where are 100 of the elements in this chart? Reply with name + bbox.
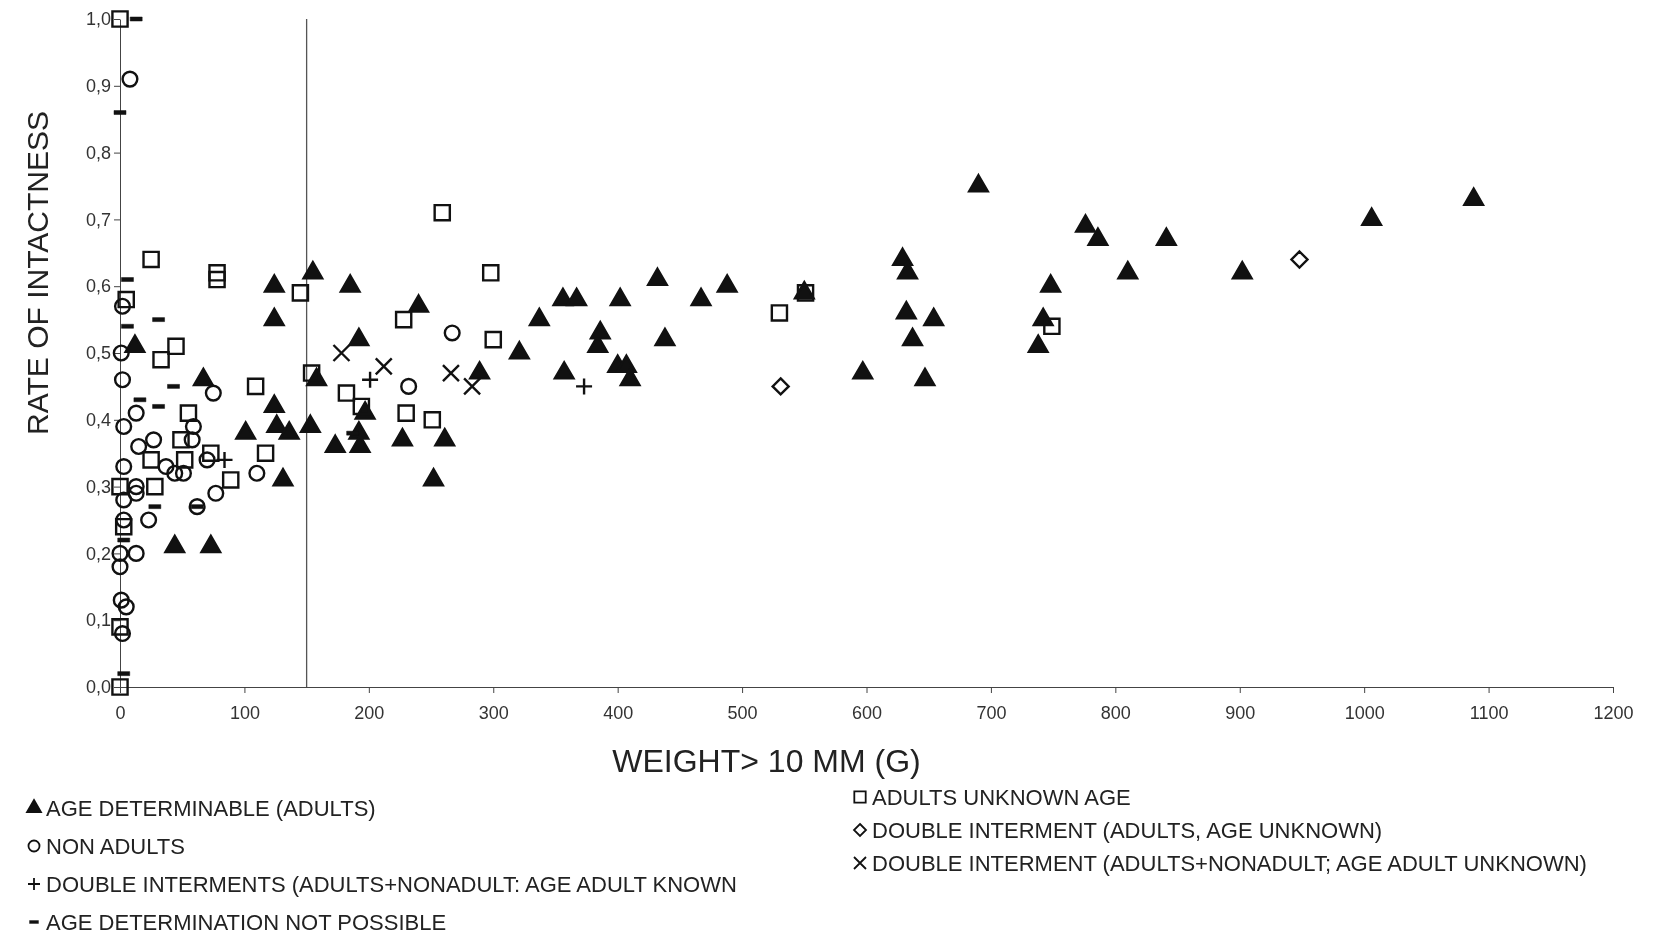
point	[348, 327, 370, 347]
legend-label: DOUBLE INTERMENT (ADULTS, AGE UNKNOWN)	[872, 817, 1383, 843]
point	[152, 350, 170, 369]
point	[115, 511, 133, 529]
point	[299, 414, 321, 434]
y-tick-label: 0,3	[85, 476, 111, 497]
x-tick-label: 1000	[1344, 703, 1385, 724]
point	[302, 364, 321, 382]
point	[192, 367, 214, 387]
point	[967, 174, 989, 193]
x-tick-label: 800	[1100, 703, 1131, 724]
point	[114, 517, 133, 536]
point	[1290, 250, 1309, 269]
point	[852, 361, 874, 380]
point	[115, 491, 133, 509]
point	[339, 274, 361, 293]
point	[1087, 227, 1109, 247]
point	[508, 341, 530, 360]
legend-label: AGE DETERMINATION NOT POSSIBLE	[46, 909, 447, 931]
legend-label: AGE DETERMINABLE (ADULTS)	[46, 795, 376, 821]
point	[484, 330, 503, 349]
point	[157, 458, 175, 476]
point	[690, 287, 712, 307]
y-tick-label: 0,8	[85, 142, 111, 163]
point	[462, 377, 482, 396]
x-tick-label: 200	[354, 703, 385, 724]
point	[113, 625, 132, 643]
point	[142, 451, 160, 469]
point	[770, 304, 789, 322]
point	[892, 247, 914, 267]
point	[117, 598, 135, 616]
point	[1074, 214, 1096, 233]
point	[902, 327, 924, 347]
point	[246, 377, 265, 396]
point	[263, 274, 285, 293]
y-tick-label: 0,6	[85, 276, 111, 297]
point	[469, 361, 491, 380]
point	[1231, 260, 1253, 280]
point	[248, 464, 266, 482]
point	[127, 404, 145, 422]
point	[263, 394, 285, 414]
point	[553, 361, 575, 380]
point	[914, 367, 936, 387]
point	[174, 464, 193, 482]
point	[115, 417, 133, 436]
point	[146, 477, 164, 496]
point	[175, 451, 194, 469]
y-tick-label: 0,9	[85, 76, 111, 97]
point	[771, 377, 790, 396]
point	[302, 260, 324, 280]
point	[263, 307, 285, 327]
x-tick-label: 500	[727, 703, 758, 724]
point	[360, 370, 380, 389]
point	[111, 618, 129, 636]
point	[324, 434, 346, 454]
point	[528, 307, 550, 327]
point	[112, 344, 130, 362]
point	[208, 264, 226, 282]
point	[117, 290, 135, 309]
x-tick-label: 1200	[1593, 703, 1634, 724]
point	[113, 297, 132, 315]
point	[566, 287, 588, 307]
point	[1027, 334, 1049, 353]
point	[337, 384, 356, 402]
point	[115, 458, 133, 476]
point	[443, 324, 461, 342]
point	[1463, 187, 1485, 206]
point	[433, 203, 452, 222]
point	[574, 377, 594, 396]
point	[183, 431, 201, 449]
point	[266, 414, 288, 434]
y-tick-label: 1,0	[85, 9, 111, 30]
x-tick-label: 300	[478, 703, 509, 724]
point	[1155, 227, 1177, 247]
point	[221, 471, 240, 489]
x-tick-label: 1100	[1469, 703, 1509, 724]
point	[716, 274, 738, 293]
point	[1043, 317, 1061, 336]
point	[127, 478, 145, 496]
legend-label: DOUBLE INTERMENT (ADULTS+NONADULT; AGE ADULT UNKNOWN)	[872, 850, 1587, 876]
legend-label: ADULTS UNKNOWN AGE	[872, 784, 1131, 810]
legend-label: DOUBLE INTERMENTS (ADULTS+NONADULT: AGE ADULT KNOWN	[46, 871, 737, 897]
point	[207, 484, 225, 502]
point	[923, 307, 945, 327]
point	[179, 404, 198, 422]
point	[1117, 260, 1139, 280]
point	[202, 444, 220, 462]
point	[166, 464, 184, 482]
point	[127, 544, 145, 562]
point	[111, 558, 129, 576]
point	[408, 294, 430, 313]
point	[374, 357, 393, 376]
x-tick-label: 400	[603, 703, 634, 724]
x-tick-label: 100	[229, 703, 260, 724]
point	[208, 270, 226, 289]
point	[394, 310, 413, 329]
x-tick-label: 600	[851, 703, 883, 724]
point	[111, 544, 129, 562]
point	[1361, 207, 1383, 226]
point	[397, 404, 415, 422]
